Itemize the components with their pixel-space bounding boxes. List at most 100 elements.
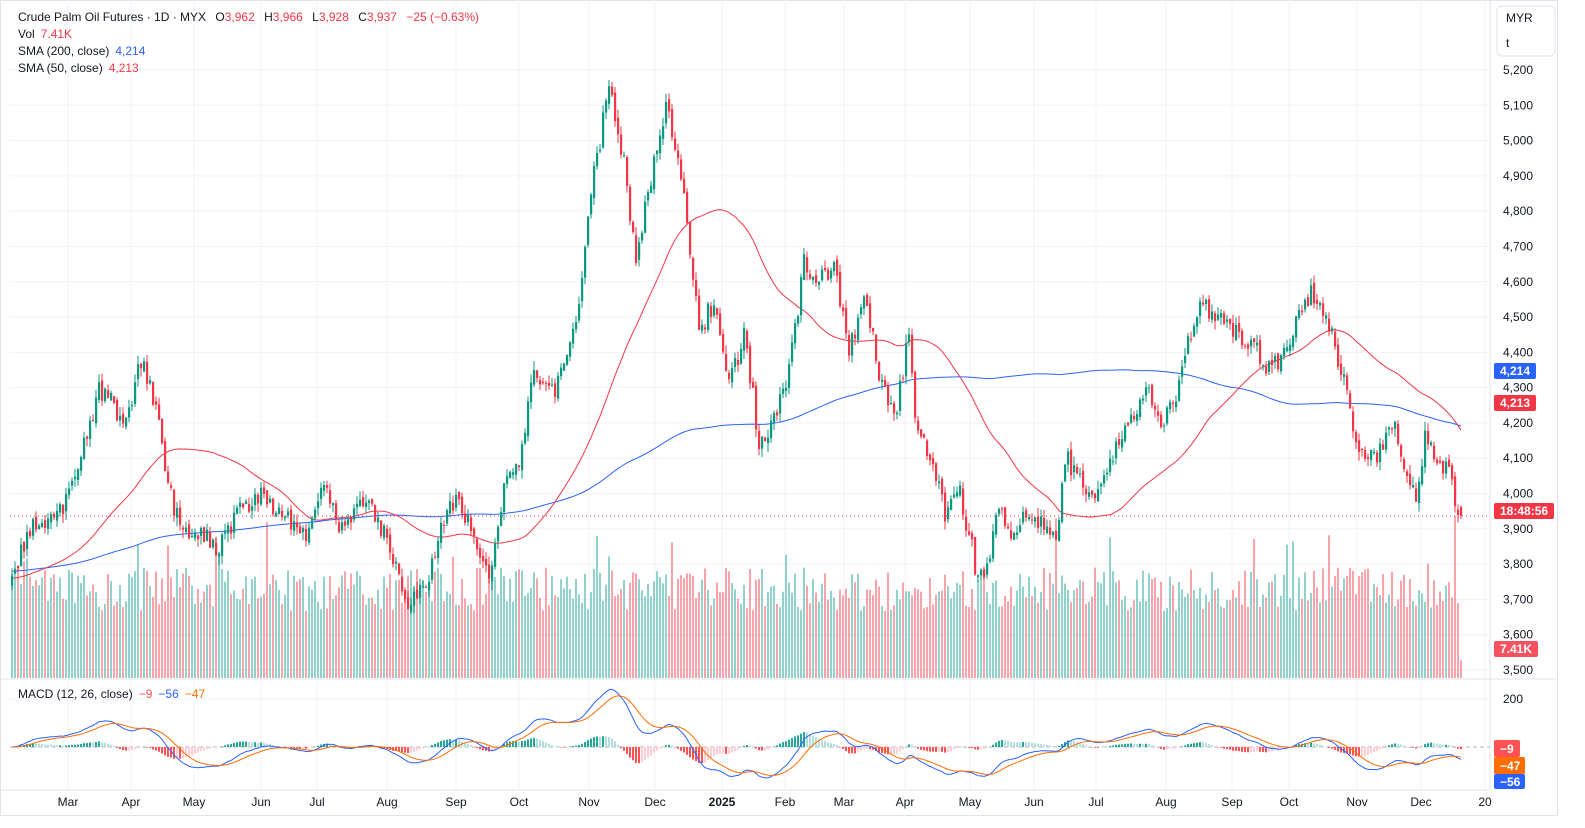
macd-histogram-bar: [833, 743, 835, 747]
volume-bar: [1292, 541, 1294, 678]
candle-body: [35, 516, 38, 530]
candle-body: [779, 394, 782, 414]
candle-body: [935, 463, 938, 481]
candle-body: [1337, 344, 1340, 367]
macd-histogram-bar: [830, 743, 832, 747]
volume-bar: [896, 589, 898, 678]
candle-body: [1241, 330, 1244, 346]
volume-bar: [518, 569, 520, 678]
volume-bar: [1385, 602, 1387, 678]
volume-bar: [1448, 581, 1450, 678]
candle-body: [1082, 470, 1085, 488]
volume-bar: [497, 594, 499, 678]
volume-bar: [95, 592, 97, 678]
volume-bar: [503, 575, 505, 678]
macd-histogram-bar: [752, 746, 754, 748]
candle-body: [539, 379, 542, 385]
volume-bar: [1295, 610, 1297, 678]
volume-bar: [1454, 515, 1456, 678]
candle-body: [248, 504, 251, 512]
macd-histogram-bar: [1397, 743, 1399, 747]
candle-body: [647, 192, 650, 201]
volume-bar: [65, 599, 67, 678]
time-axis[interactable]: Mar Apr May Jun Jul Aug Sep Oct Nov Dec 2025 Feb Mar…: [58, 795, 1492, 809]
volume-bar: [848, 597, 850, 678]
volume-bar: [1160, 581, 1162, 678]
macd-histogram-bar: [1457, 747, 1459, 749]
macd-histogram-bar: [398, 747, 400, 752]
macd-histogram-bar: [230, 744, 232, 747]
volume-bar: [1013, 605, 1015, 678]
volume-bar: [1130, 607, 1132, 678]
macd-histogram-bar: [977, 747, 979, 750]
low-value: 3,928: [319, 10, 349, 24]
candle-body: [1262, 365, 1265, 367]
candle-body: [998, 509, 1001, 515]
currency-unit-button[interactable]: MYR t: [1496, 5, 1556, 57]
l-label: L: [312, 10, 319, 24]
volume-bar: [368, 597, 370, 678]
candle-body: [1202, 302, 1205, 305]
legend-volume[interactable]: Vol 7.41K: [18, 27, 72, 41]
macd-histogram-bar: [161, 747, 163, 754]
macd-hist-value: −9: [139, 687, 153, 701]
volume-bar: [623, 580, 625, 678]
candle-body: [938, 481, 941, 484]
candle-body: [1109, 458, 1112, 472]
macd-histogram-bar: [473, 746, 475, 748]
volume-bar: [446, 591, 448, 678]
candle-body: [365, 502, 368, 508]
macd-histogram-bar: [1418, 747, 1420, 748]
volume-bar: [155, 571, 157, 678]
macd-histogram-bar: [1001, 739, 1003, 747]
candle-body: [1175, 401, 1178, 408]
volume-bar: [47, 600, 49, 678]
macd-signal-line: [11, 695, 1462, 776]
macd-histogram-bar: [986, 747, 988, 749]
candle-body: [1430, 442, 1433, 446]
volume-bar: [923, 608, 925, 678]
candle-body: [488, 564, 491, 579]
price-axis[interactable]: 5,2005,1005,0004,9004,8004,7004,6004,500…: [1503, 63, 1533, 677]
legend-ohlc[interactable]: Crude Palm Oil Futures · 1D · MYX O3,962…: [18, 10, 479, 24]
legend-macd[interactable]: MACD (12, 26, close) −9 −56 −47: [18, 687, 205, 701]
candle-body: [380, 520, 383, 536]
macd-histogram-bar: [608, 736, 610, 747]
currency-label: MYR: [1506, 11, 1533, 25]
macd-histogram-bar: [560, 747, 562, 748]
macd-histogram-bar: [728, 747, 730, 754]
candle-body: [1226, 319, 1229, 322]
time-tick-label: Jun: [1024, 795, 1043, 809]
macd-histogram-bar: [1343, 747, 1345, 753]
candle-body: [1022, 511, 1025, 523]
macd-histogram-bar: [896, 747, 898, 754]
candle-body: [545, 383, 548, 385]
macd-histogram-bar: [65, 745, 67, 747]
candle-body: [980, 569, 983, 576]
candle-body: [551, 384, 554, 386]
volume-bar: [1088, 601, 1090, 678]
candle-body: [1223, 313, 1226, 324]
legend-sma200[interactable]: SMA (200, close) 4,214: [18, 44, 146, 58]
sma200-value: 4,214: [115, 44, 145, 58]
candle-body: [305, 528, 308, 542]
legend-sma50[interactable]: SMA (50, close) 4,213: [18, 61, 139, 75]
macd-histogram-bar: [656, 747, 658, 751]
candle-body: [1016, 532, 1019, 535]
candle-body: [701, 324, 704, 331]
volume-bar: [1307, 600, 1309, 678]
macd-histogram-bar: [893, 747, 895, 755]
time-tick-label: May: [959, 795, 982, 809]
macd-histogram-bar: [671, 745, 673, 747]
macd-histogram-bar: [767, 747, 769, 750]
macd-histogram-bar: [584, 742, 586, 747]
price-tick-label: 4,500: [1503, 310, 1533, 324]
candle-body: [359, 499, 362, 507]
macd-histogram-bar: [1037, 743, 1039, 747]
price-tick-label: 5,000: [1503, 134, 1533, 148]
candle-body: [1415, 488, 1418, 502]
volume-bar: [302, 576, 304, 678]
candle-body: [722, 334, 725, 352]
macd-histogram-bar: [86, 743, 88, 747]
